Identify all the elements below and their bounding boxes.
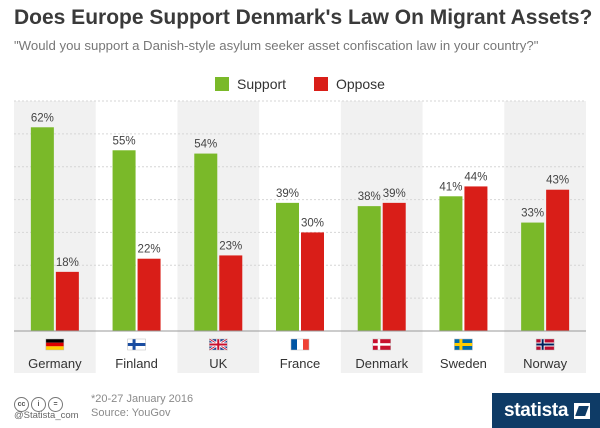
license-badges: cc i = xyxy=(14,393,65,412)
bar-support xyxy=(276,202,299,331)
category-label: France xyxy=(280,356,320,371)
legend-swatch-support xyxy=(215,77,229,92)
bar-chart: 62%18%55%22%54%23%39%30%38% 39%41%44%33%4… xyxy=(14,100,586,373)
bar-value-label: 39% xyxy=(383,188,406,200)
denmark-flag xyxy=(372,338,391,351)
bar-oppose xyxy=(464,186,488,331)
bar-support xyxy=(30,127,54,332)
category-label: Denmark xyxy=(355,356,408,371)
column-band xyxy=(504,101,586,373)
bar-value-label: 22% xyxy=(138,244,161,256)
no-derivatives-icon: = xyxy=(48,397,63,412)
sweden-flag xyxy=(454,338,473,351)
statista-logo-icon xyxy=(574,403,590,419)
bar-oppose xyxy=(55,271,79,331)
bar-value-label: 41% xyxy=(439,181,462,193)
legend: Support Oppose xyxy=(0,75,600,92)
bar-value-label: 62% xyxy=(31,112,54,124)
bar-support xyxy=(439,196,463,331)
bar-oppose xyxy=(546,189,570,331)
cc-icon: cc xyxy=(14,397,29,412)
chart-title: Does Europe Support Denmark's Law On Mig… xyxy=(14,6,593,29)
column-band xyxy=(340,101,423,373)
bar-value-label: 18% xyxy=(56,257,79,269)
bar-value-label: 23% xyxy=(219,240,242,252)
bar-support xyxy=(112,150,136,331)
bar-oppose xyxy=(219,255,243,331)
statista-handle: @Statista_com xyxy=(14,410,79,421)
bar-value-label: 54% xyxy=(194,139,217,151)
attribution-icon: i xyxy=(31,397,46,412)
source-note: Source: YouGov xyxy=(91,407,171,419)
legend-item-oppose: Oppose xyxy=(313,76,385,93)
bar-value-label: 55% xyxy=(113,135,136,147)
statista-logo[interactable]: statista xyxy=(492,393,600,428)
bar-value-label: 43% xyxy=(546,175,569,187)
bar-oppose xyxy=(382,202,406,331)
statista-logo-text: statista xyxy=(504,400,569,421)
uk-flag xyxy=(208,337,228,352)
bar-oppose xyxy=(301,232,324,331)
chart-subtitle: "Would you support a Danish-style asylum… xyxy=(14,38,539,53)
category-label: Norway xyxy=(523,356,568,371)
legend-swatch-oppose xyxy=(313,77,328,92)
finland-flag xyxy=(127,338,146,351)
category-label: Germany xyxy=(28,356,82,371)
legend-label-oppose: Oppose xyxy=(335,76,385,93)
legend-item-support: Support xyxy=(215,76,286,92)
bar-value-label: 30% xyxy=(301,217,324,229)
date-note: *20-27 January 2016 xyxy=(91,393,194,405)
bar-support xyxy=(357,206,381,331)
column-band xyxy=(14,101,96,373)
bar-value-label: 39% xyxy=(276,188,299,200)
legend-label-support: Support xyxy=(237,76,287,93)
category-label: Finland xyxy=(115,356,158,371)
category-label: Sweden xyxy=(440,356,487,371)
bar-value-label: 33% xyxy=(521,208,544,220)
category-label: UK xyxy=(209,356,227,371)
bar-support xyxy=(521,222,545,331)
germany-flag xyxy=(45,338,65,351)
bar-value-label: 38% xyxy=(358,191,381,203)
bar-value-label: 44% xyxy=(464,171,487,183)
column-band xyxy=(177,101,260,373)
bar-oppose xyxy=(137,258,161,331)
footer-notes: *20-27 January 2016 Source: YouGov xyxy=(91,392,193,420)
france-flag xyxy=(290,338,310,351)
bar-support xyxy=(194,153,218,331)
norway-flag xyxy=(535,338,555,351)
